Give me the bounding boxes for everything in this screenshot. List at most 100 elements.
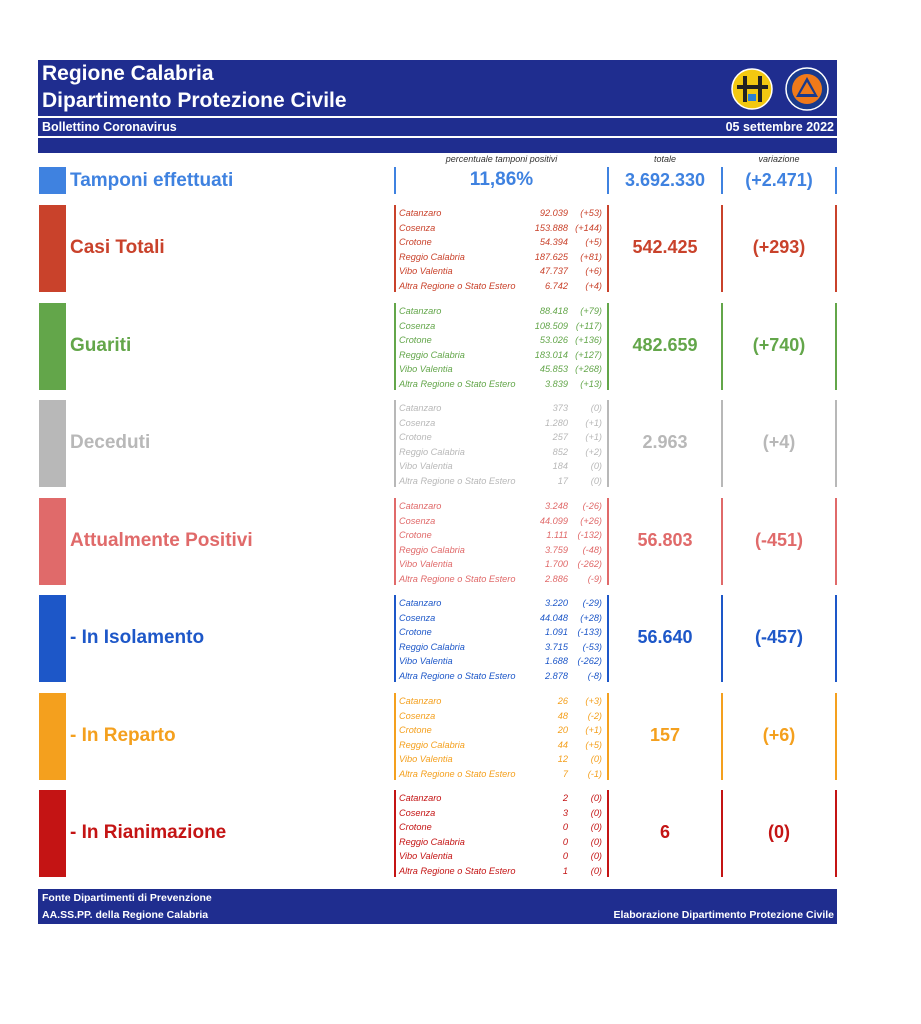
guariti-bar-left [394, 303, 396, 390]
province-variation: (+127) [575, 349, 602, 360]
list-item: Reggio Calabria 3.759 (-48) [399, 543, 604, 558]
tamponi-bar-left [394, 167, 396, 194]
province-value: 257 [552, 432, 568, 442]
in-isolamento-bar-mid [607, 595, 609, 682]
attualmente-positivi-swatch [39, 498, 66, 585]
province-name: Reggio Calabria [399, 739, 465, 750]
province-name: Catanzaro [399, 598, 442, 608]
province-name: Vibo Valentia [399, 364, 453, 374]
tamponi-variation: (+2.471) [745, 170, 813, 190]
in-reparto-variation: (+6) [762, 724, 796, 745]
province-name: Vibo Valentia [399, 656, 453, 666]
list-item: Cosenza 1.280 (+1) [399, 416, 604, 431]
list-item: Catanzaro 26 (+3) [399, 694, 604, 709]
province-name: Crotone [399, 822, 432, 832]
province-value: 88.418 [539, 306, 568, 316]
in-isolamento-breakdown-list: Catanzaro 3.220 (-29) Cosenza 44.048 (+28) Cro… [399, 596, 604, 683]
guariti-variation: (+740) [752, 334, 806, 355]
list-item: Crotone 0 (0) [399, 820, 604, 835]
province-name: Cosenza [399, 612, 436, 623]
province-value: 3.759 [545, 544, 568, 555]
province-value: 1.091 [545, 627, 568, 637]
attualmente-positivi-bar-left [394, 498, 396, 585]
in-rianimazione-bar-left [394, 790, 396, 877]
province-name: Reggio Calabria [399, 349, 465, 360]
province-value: 0 [562, 822, 568, 832]
province-name: Vibo Valentia [399, 851, 453, 861]
province-variation: (-26) [582, 501, 602, 511]
province-value: 1.280 [545, 417, 568, 428]
province-value: 54.394 [539, 237, 568, 247]
casi-totali-bar-mid [607, 205, 609, 292]
province-value: 45.853 [539, 364, 568, 374]
tamponi-bar-mid [607, 167, 609, 194]
guariti-bar-mid [607, 303, 609, 390]
province-value: 1.688 [545, 656, 568, 666]
province-value: 17 [557, 475, 568, 486]
list-item: Catanzaro 2 (0) [399, 791, 604, 806]
province-value: 6.742 [545, 280, 568, 291]
province-variation: (0) [590, 836, 602, 847]
attualmente-positivi-breakdown-list: Catanzaro 3.248 (-26) Cosenza 44.099 (+26) Cro… [399, 499, 604, 586]
province-value: 3 [562, 807, 568, 818]
deceduti-label: Deceduti [70, 431, 151, 453]
province-variation: (0) [590, 865, 602, 876]
deceduti-breakdown-list: Catanzaro 373 (0) Cosenza 1.280 (+1) Crotone 25… [399, 401, 604, 488]
list-item: Cosenza 108.509 (+117) [399, 319, 604, 334]
province-name: Altra Regione o Stato Estero [399, 768, 516, 779]
province-name: Crotone [399, 725, 432, 735]
province-value: 48 [557, 710, 568, 721]
province-value: 20 [557, 725, 568, 735]
list-item: Crotone 53.026 (+136) [399, 333, 604, 348]
casi-totali-swatch [39, 205, 66, 292]
province-value: 3.839 [545, 378, 568, 389]
province-value: 7 [562, 768, 568, 779]
province-variation: (+28) [580, 612, 602, 623]
province-value: 183.014 [534, 349, 568, 360]
tamponi-bar-right [721, 167, 723, 194]
province-value: 108.509 [534, 320, 568, 331]
in-rianimazione-bar-mid [607, 790, 609, 877]
header-divider [38, 116, 837, 118]
in-reparto-bar-mid [607, 693, 609, 780]
list-item: Catanzaro 88.418 (+79) [399, 304, 604, 319]
in-rianimazione-bar-end [835, 790, 837, 877]
province-name: Vibo Valentia [399, 461, 453, 471]
attualmente-positivi-total: 56.803 [637, 529, 693, 550]
casi-totali-bar-right [721, 205, 723, 292]
province-value: 2.878 [545, 670, 568, 681]
province-name: Cosenza [399, 807, 436, 818]
attualmente-positivi-variation: (-451) [754, 529, 803, 550]
province-name: Cosenza [399, 222, 436, 233]
province-variation: (-132) [577, 530, 602, 540]
province-variation: (0) [590, 793, 602, 803]
province-name: Reggio Calabria [399, 836, 465, 847]
in-rianimazione-label: - In Rianimazione [70, 821, 227, 843]
province-value: 44 [557, 739, 568, 750]
attualmente-positivi-label: Attualmente Positivi [70, 529, 253, 551]
province-name: Catanzaro [399, 501, 442, 511]
province-variation: (-8) [587, 670, 602, 681]
province-name: Altra Regione o Stato Estero [399, 573, 516, 584]
province-variation: (+2) [585, 446, 602, 457]
guariti-bar-right [721, 303, 723, 390]
province-variation: (+6) [585, 266, 602, 276]
province-variation: (+53) [580, 208, 602, 218]
province-name: Cosenza [399, 710, 436, 721]
list-item: Cosenza 48 (-2) [399, 709, 604, 724]
province-value: 3.220 [545, 598, 568, 608]
in-rianimazione-bar-right [721, 790, 723, 877]
column-header-total: totale [653, 154, 677, 164]
deceduti-bar-end [835, 400, 837, 487]
province-name: Crotone [399, 335, 432, 345]
province-variation: (+26) [580, 515, 602, 526]
list-item: Vibo Valentia 1.688 (-262) [399, 654, 604, 669]
province-name: Reggio Calabria [399, 544, 465, 555]
province-variation: (0) [590, 461, 602, 471]
province-variation: (+1) [585, 417, 602, 428]
list-item: Vibo Valentia 0 (0) [399, 849, 604, 864]
province-value: 153.888 [534, 222, 568, 233]
province-variation: (-29) [582, 598, 602, 608]
in-reparto-bar-right [721, 693, 723, 780]
in-reparto-breakdown-list: Catanzaro 26 (+3) Cosenza 48 (-2) Crotone 20 (+1… [399, 694, 604, 781]
